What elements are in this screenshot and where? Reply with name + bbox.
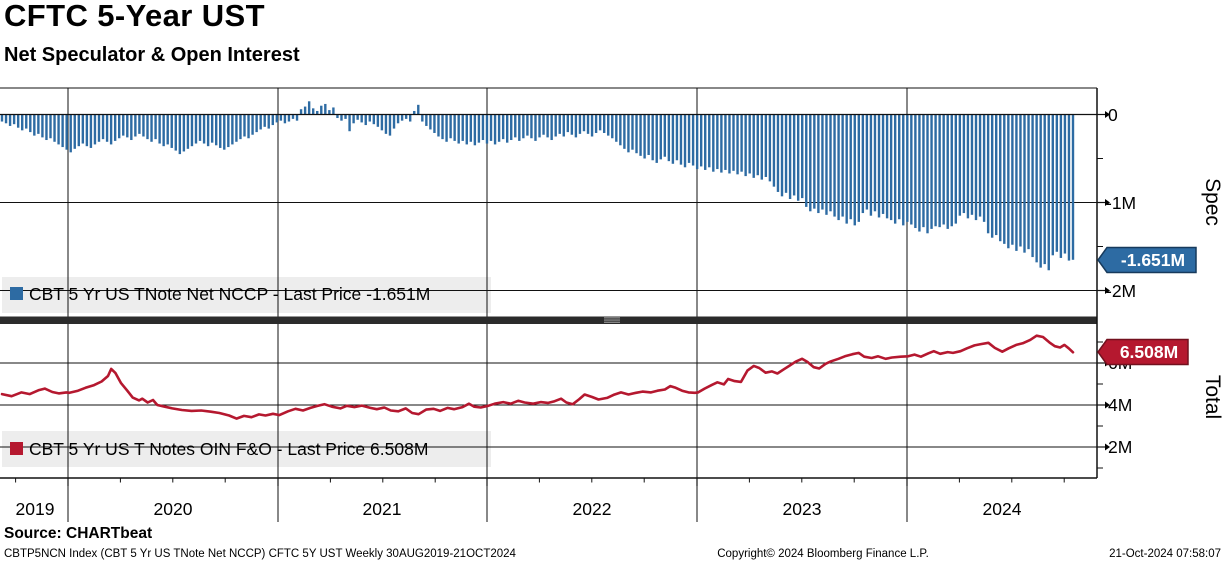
total-tick-2: 2M <box>1108 437 1132 457</box>
total-tick-1: 4M <box>1108 395 1132 415</box>
ticker-description: CBTP5NCN Index (CBT 5 Yr US TNote Net NC… <box>4 548 516 560</box>
legend-swatch-red-icon <box>10 442 23 455</box>
axis-ticks <box>1097 111 1110 469</box>
spec-last-price-badge <box>1097 246 1197 274</box>
x-label-2019: 2019 <box>16 499 55 519</box>
page-subtitle: Net Speculator & Open Interest <box>4 44 300 66</box>
legend-swatch-blue-icon <box>10 287 23 300</box>
last-price-badges: -1.651M 6.508M <box>1097 246 1197 366</box>
spec-tick-1: -1M <box>1106 193 1136 213</box>
x-label-2021: 2021 <box>363 499 402 519</box>
total-axis-title: Total <box>1201 375 1224 419</box>
x-ticks <box>15 478 1065 486</box>
legend-backgrounds <box>2 277 491 467</box>
spec-bars-series <box>0 101 1075 271</box>
timestamp: 21-Oct-2024 07:58:07 <box>1109 548 1221 560</box>
copyright-notice: Copyright© 2024 Bloomberg Finance L.P. <box>717 548 929 560</box>
legend-total-label: CBT 5 Yr US T Notes OIN F&O - Last Price… <box>29 439 428 459</box>
spec-tick-2: -2M <box>1106 281 1136 301</box>
total-last-price-text: 6.508M <box>1120 342 1178 362</box>
source-label: Source: CHARTbeat <box>4 525 153 542</box>
x-label-2023: 2023 <box>783 499 822 519</box>
axes <box>0 88 1098 479</box>
chart-labels: CBT 5 Yr US TNote Net NCCP - Last Price … <box>10 105 1224 519</box>
total-last-price-badge <box>1097 338 1189 366</box>
x-label-2020: 2020 <box>154 499 193 519</box>
legend-total[interactable]: CBT 5 Yr US T Notes OIN F&O - Last Price… <box>10 439 428 459</box>
total-line-series <box>0 334 1075 420</box>
legend-spec[interactable]: CBT 5 Yr US TNote Net NCCP - Last Price … <box>10 284 430 304</box>
panel-separator <box>0 316 1097 324</box>
legend-spec-label: CBT 5 Yr US TNote Net NCCP - Last Price … <box>29 284 430 304</box>
spec-last-price-text: -1.651M <box>1121 250 1185 270</box>
x-label-2022: 2022 <box>573 499 612 519</box>
x-label-2024: 2024 <box>983 499 1022 519</box>
panel-divider-grip[interactable] <box>600 314 624 326</box>
chart-shapes <box>0 87 1110 522</box>
spec-axis-title: Spec <box>1201 178 1224 226</box>
page-title: CFTC 5-Year UST <box>4 0 265 33</box>
spec-tick-0: 0 <box>1108 105 1118 125</box>
